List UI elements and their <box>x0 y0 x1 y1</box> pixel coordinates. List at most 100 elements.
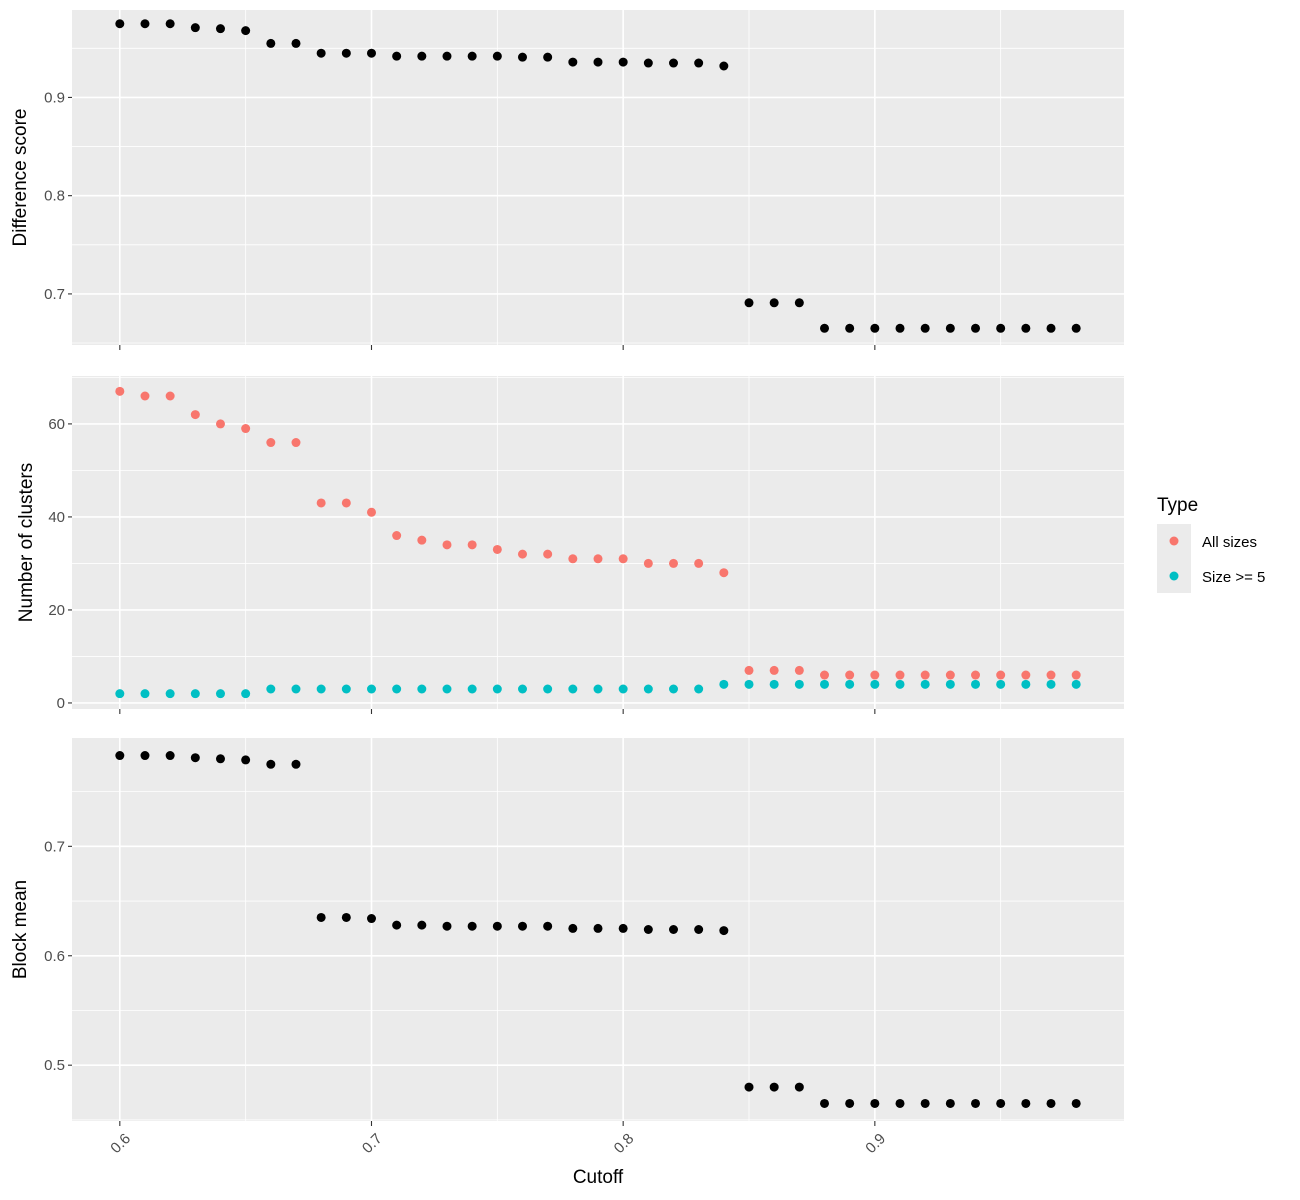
data-point <box>1021 670 1031 680</box>
data-point <box>996 1098 1006 1108</box>
y-tick-label: 40 <box>48 509 65 526</box>
x-tick-label: 0.8 <box>611 1130 638 1157</box>
data-point <box>794 679 804 689</box>
data-point <box>366 914 376 924</box>
panel-grid <box>72 10 1124 345</box>
data-point <box>568 684 578 694</box>
data-point <box>341 498 351 508</box>
panel-points <box>115 19 1081 333</box>
data-point <box>115 689 125 699</box>
data-point <box>1071 670 1081 680</box>
legend-label-all-sizes: All sizes <box>1202 534 1257 551</box>
data-point <box>744 298 754 308</box>
data-point <box>744 665 754 675</box>
data-point <box>215 689 225 699</box>
legend-key-all-sizes <box>1169 536 1179 546</box>
x-axis-ticks <box>119 1121 876 1126</box>
data-point <box>215 24 225 34</box>
data-point <box>165 391 175 401</box>
data-point <box>543 684 553 694</box>
data-point <box>694 925 704 934</box>
x-axis-ticks <box>119 709 876 714</box>
data-point <box>140 689 150 699</box>
data-point <box>794 298 804 308</box>
data-point <box>140 751 150 761</box>
data-point <box>996 670 1006 680</box>
data-point <box>366 684 376 694</box>
data-point <box>845 670 855 680</box>
y-tick-label: 0.5 <box>44 1057 65 1074</box>
data-point <box>945 679 955 689</box>
data-point <box>467 921 477 931</box>
panel-background <box>72 376 1124 709</box>
legend-title: Type <box>1157 495 1198 516</box>
data-point <box>492 51 502 61</box>
data-point <box>719 61 729 71</box>
data-point <box>341 684 351 694</box>
legend-key-background <box>1157 524 1191 593</box>
panel-points <box>115 751 1081 1108</box>
data-point <box>845 1098 855 1108</box>
data-point <box>1046 670 1056 680</box>
data-point <box>467 51 477 61</box>
data-point <box>241 424 251 434</box>
data-point <box>1046 1098 1056 1108</box>
data-point <box>316 498 326 508</box>
data-point <box>190 753 200 763</box>
data-point <box>593 57 603 67</box>
data-point <box>442 540 452 550</box>
data-point <box>643 684 653 694</box>
data-point <box>115 386 125 396</box>
x-tick-label: 0.6 <box>107 1130 134 1157</box>
data-point <box>945 1098 955 1108</box>
data-point <box>165 689 175 699</box>
data-point <box>1021 679 1031 689</box>
data-point <box>719 679 729 689</box>
data-point <box>820 323 830 333</box>
data-point <box>543 52 553 62</box>
data-point <box>115 751 125 761</box>
data-point <box>669 558 679 568</box>
data-point <box>794 1082 804 1092</box>
data-point <box>669 684 679 694</box>
data-point <box>568 57 578 67</box>
data-point <box>971 679 981 689</box>
data-point <box>492 684 502 694</box>
data-point <box>769 1082 779 1092</box>
data-point <box>719 926 729 936</box>
data-point <box>618 57 628 67</box>
data-point <box>920 679 930 689</box>
y-axis-ticks: 0 20 40 60 <box>48 416 72 712</box>
y-tick-label: 0 <box>57 695 65 712</box>
data-point <box>694 558 704 568</box>
data-point <box>820 679 830 689</box>
data-point <box>719 568 729 578</box>
data-point <box>1071 1098 1081 1108</box>
panel-grid <box>72 738 1124 1121</box>
data-point <box>241 26 251 36</box>
data-point <box>341 912 351 922</box>
data-point <box>316 684 326 694</box>
data-point <box>392 684 402 694</box>
data-point <box>291 38 301 48</box>
data-point <box>190 23 200 33</box>
data-point <box>241 689 251 699</box>
data-point <box>517 52 527 62</box>
data-point <box>467 540 477 550</box>
data-point <box>392 920 402 930</box>
data-point <box>366 507 376 517</box>
data-point <box>694 58 704 68</box>
data-point <box>870 323 880 333</box>
data-point <box>694 684 704 694</box>
legend-key-size-5 <box>1169 571 1179 581</box>
data-point <box>643 58 653 68</box>
data-point <box>241 755 251 765</box>
data-point <box>895 323 905 333</box>
data-point <box>1071 679 1081 689</box>
panel-points <box>115 386 1081 699</box>
y-tick-label: 0.7 <box>44 838 65 855</box>
data-point <box>442 51 452 61</box>
data-point <box>568 923 578 933</box>
data-point <box>593 684 603 694</box>
data-point <box>417 51 427 61</box>
